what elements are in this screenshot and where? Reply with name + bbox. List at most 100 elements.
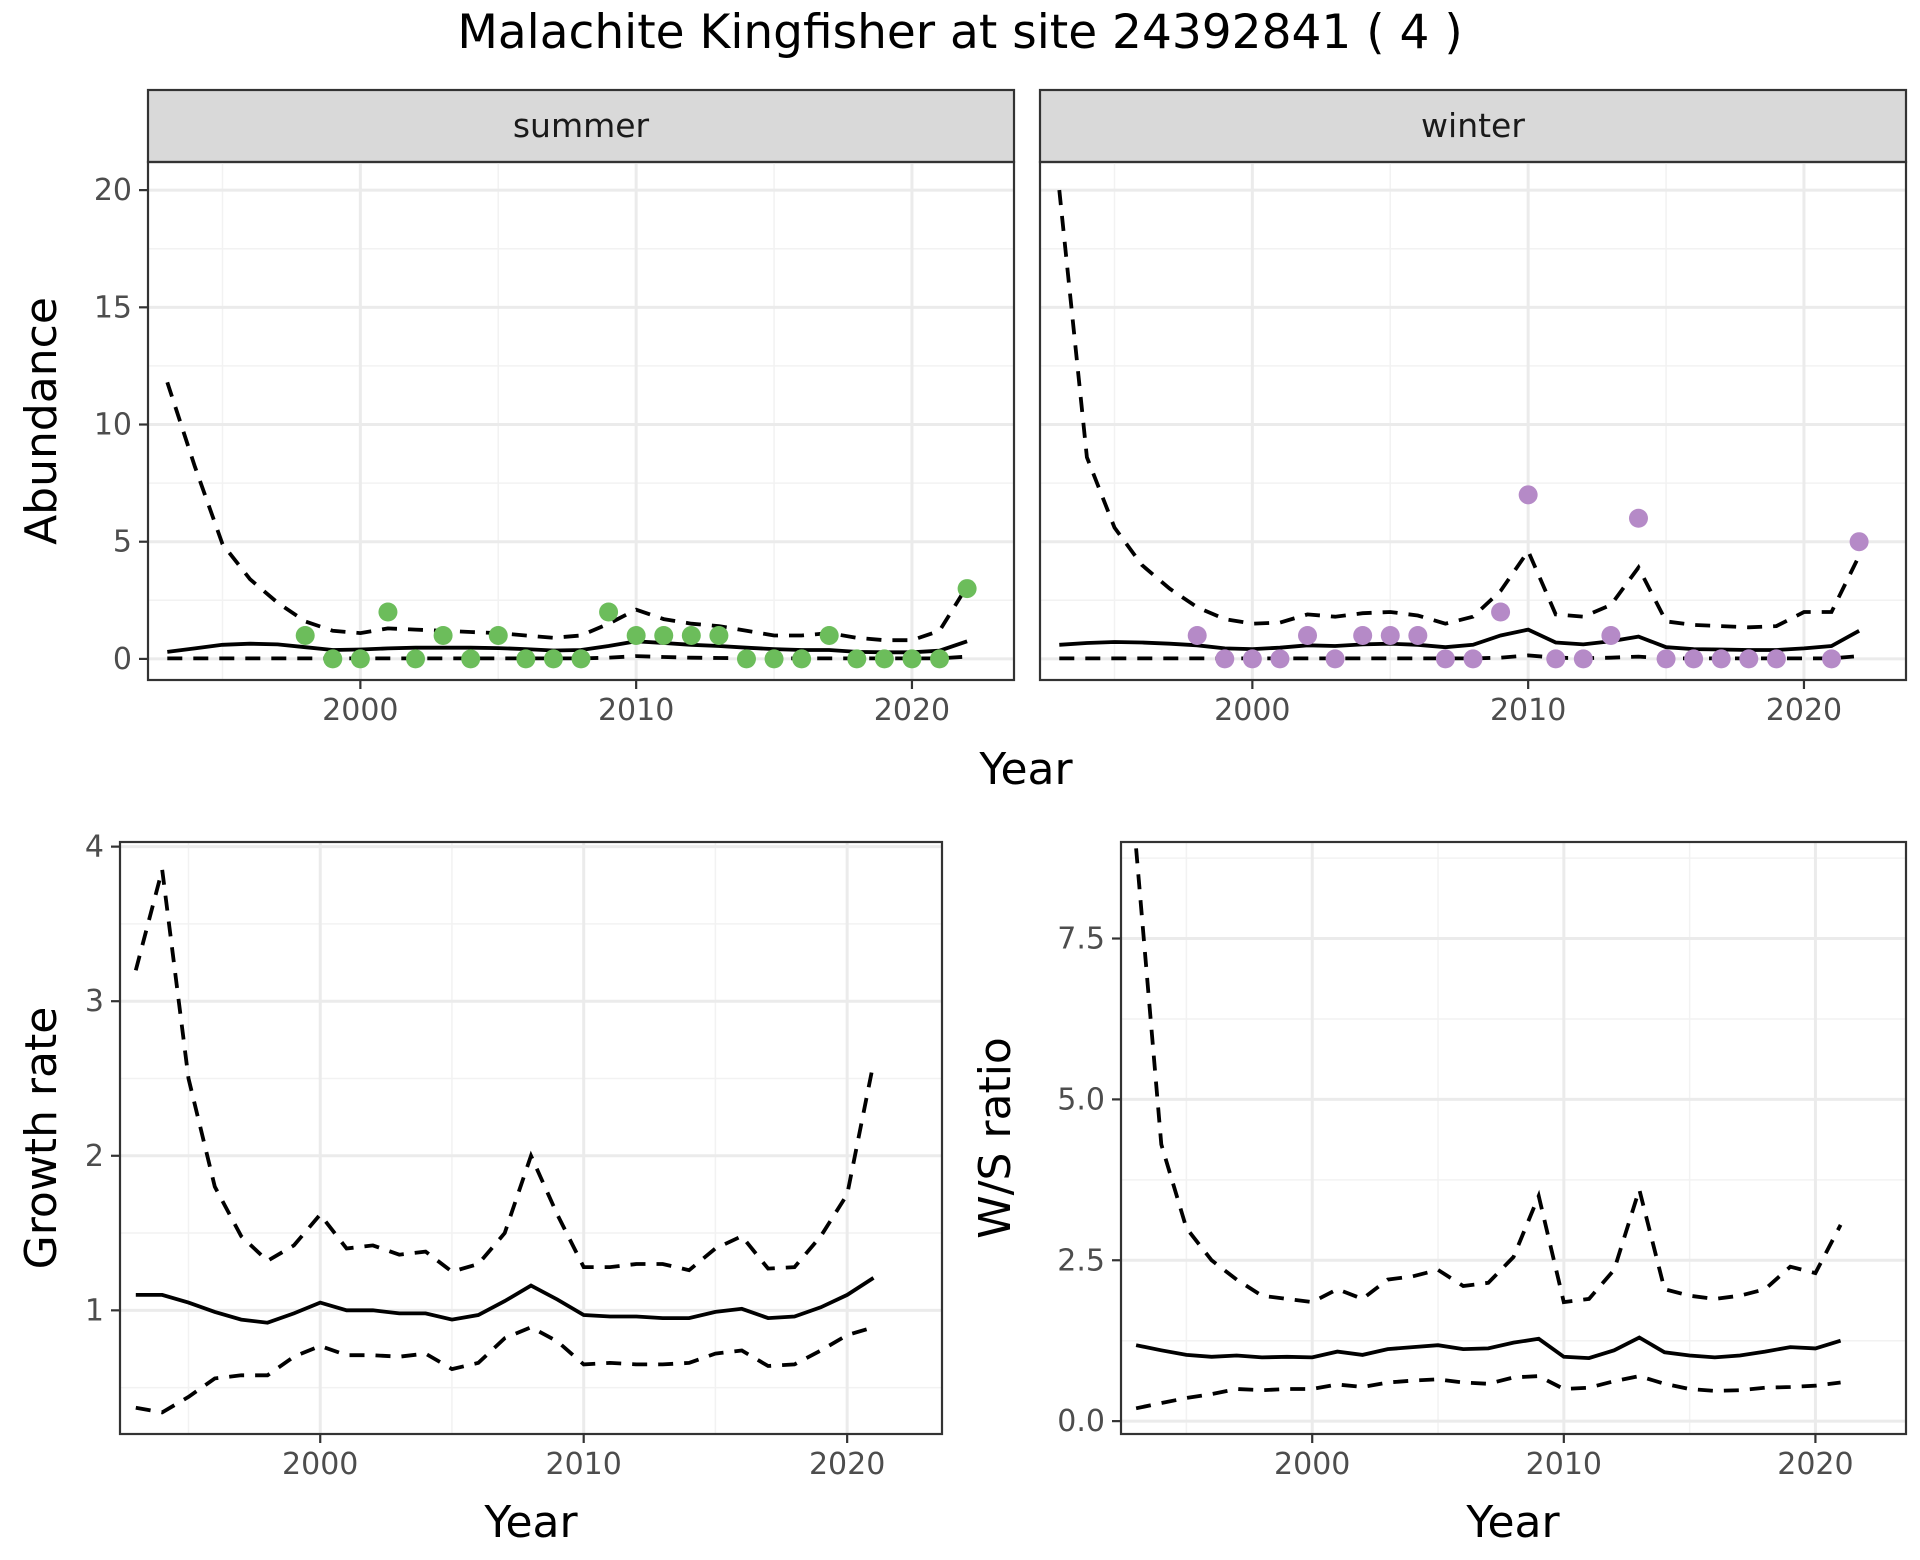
winter-strip <box>1038 88 1908 164</box>
winter-observation-point <box>1435 649 1455 669</box>
winter-estimate-line <box>1059 627 1861 652</box>
y-tick-label: 5.0 <box>1057 1082 1105 1117</box>
x-tick-label: 2010 <box>1526 1447 1602 1482</box>
y-tick-label: 3 <box>85 984 104 1019</box>
summer-upper-line <box>165 381 969 643</box>
summer-strip <box>146 88 1016 164</box>
winter-x-ticks: 2000 2010 2020 <box>1214 680 1842 728</box>
winter-observation-point <box>1270 649 1290 669</box>
figure-title: Malachite Kingfisher at site 24392841 ( … <box>457 5 1462 60</box>
winter-observation-point <box>1187 625 1207 645</box>
summer-observation-point <box>406 649 426 669</box>
winter-panel-border <box>1038 160 1908 682</box>
summer-observation-point <box>902 649 922 669</box>
winter-observation-point <box>1601 625 1621 645</box>
growth-rate-panel: 1 2 3 4 2000 2010 2020 <box>85 830 944 1482</box>
x-tick-label: 2020 <box>809 1447 885 1482</box>
y-tick-label: 20 <box>94 173 132 208</box>
summer-y-ticks: 0 5 10 15 20 <box>94 173 148 677</box>
ws-ratio-estimate-line <box>1135 1335 1842 1361</box>
summer-marks <box>165 381 977 669</box>
ws-marks <box>1134 848 1843 1411</box>
summer-strip-label: summer <box>513 106 650 145</box>
growth-y-axis-title: Growth rate <box>16 1007 67 1270</box>
winter-observation-point <box>1215 649 1235 669</box>
growth-panel-border <box>118 840 944 1436</box>
x-tick-label: 2010 <box>546 1447 622 1482</box>
winter-observation-point <box>1822 649 1842 669</box>
summer-panel: summer 0 5 10 15 20 2000 2010 2020 <box>94 88 1016 728</box>
winter-observation-point <box>1518 485 1538 505</box>
summer-x-ticks: 2000 2010 2020 <box>322 680 950 728</box>
growth-lower-line <box>135 1325 875 1415</box>
summer-observation-point <box>957 579 977 599</box>
winter-observation-point <box>1766 649 1786 669</box>
summer-observation-point <box>847 649 867 669</box>
winter-lower-line <box>1059 653 1860 661</box>
summer-observation-point <box>819 625 839 645</box>
summer-observation-point <box>543 649 563 669</box>
winter-observation-point <box>1408 625 1428 645</box>
summer-gridlines <box>148 162 1014 680</box>
winter-marks <box>1057 189 1869 669</box>
winter-panel: winter 2000 2010 2020 <box>1038 88 1908 728</box>
summer-observation-point <box>930 649 950 669</box>
ws-ratio-lower-line <box>1135 1374 1841 1411</box>
growth-marks <box>133 869 876 1415</box>
y-tick-label: 4 <box>85 830 104 865</box>
ws-ratio-upper-line <box>1134 848 1843 1305</box>
growth-gridlines <box>120 842 942 1434</box>
summer-observation-point <box>323 649 343 669</box>
winter-observation-point <box>1546 649 1566 669</box>
summer-panel-border <box>146 160 1016 682</box>
summer-observation-point <box>461 649 481 669</box>
x-tick-label: 2000 <box>1214 693 1290 728</box>
winter-gridlines <box>1040 162 1906 680</box>
ws-x-axis-title: Year <box>1465 1497 1560 1548</box>
summer-observation-point <box>488 625 508 645</box>
winter-observation-point <box>1711 649 1731 669</box>
y-tick-label: 15 <box>94 290 132 325</box>
y-tick-label: 5 <box>113 525 132 560</box>
summer-estimate-line <box>167 639 968 655</box>
growth-x-axis-title: Year <box>483 1497 578 1548</box>
winter-observation-point <box>1353 625 1373 645</box>
summer-observation-point <box>516 649 536 669</box>
y-tick-label: 2 <box>85 1139 104 1174</box>
summer-observation-point <box>792 649 812 669</box>
winter-observation-point <box>1463 649 1483 669</box>
winter-observation-point <box>1739 649 1759 669</box>
x-tick-label: 2020 <box>1766 693 1842 728</box>
summer-observation-point <box>599 602 619 622</box>
summer-observation-point <box>433 625 453 645</box>
growth-estimate-line <box>135 1276 875 1325</box>
summer-observation-point <box>681 625 701 645</box>
summer-observation-point <box>295 625 315 645</box>
x-tick-label: 2020 <box>874 693 950 728</box>
summer-observation-point <box>736 649 756 669</box>
y-tick-label: 10 <box>94 408 132 443</box>
summer-observation-point <box>764 649 784 669</box>
ws-gridlines <box>1121 842 1906 1434</box>
ws-ratio-panel: 0.0 2.5 5.0 7.5 2000 2010 2020 <box>1057 840 1908 1482</box>
x-tick-label: 2000 <box>282 1447 358 1482</box>
summer-observation-point <box>709 625 729 645</box>
growth-upper-line <box>133 869 876 1274</box>
y-tick-label: 7.5 <box>1057 922 1105 957</box>
winter-strip-label: winter <box>1421 106 1525 145</box>
y-tick-label: 0.0 <box>1057 1404 1105 1439</box>
ws-y-ticks: 0.0 2.5 5.0 7.5 <box>1057 922 1121 1439</box>
x-tick-label: 2020 <box>1777 1447 1853 1482</box>
growth-y-ticks: 1 2 3 4 <box>85 830 120 1328</box>
y-tick-label: 2.5 <box>1057 1243 1105 1278</box>
y-tick-label: 1 <box>85 1293 104 1328</box>
summer-lower-line <box>167 654 968 661</box>
summer-observation-point <box>378 602 398 622</box>
winter-observation-point <box>1298 625 1318 645</box>
ws-y-axis-title: W/S ratio <box>970 1037 1021 1239</box>
winter-observation-point <box>1491 602 1511 622</box>
top-x-axis-title: Year <box>978 744 1073 795</box>
summer-observation-point <box>654 625 674 645</box>
summer-observation-point <box>626 625 646 645</box>
